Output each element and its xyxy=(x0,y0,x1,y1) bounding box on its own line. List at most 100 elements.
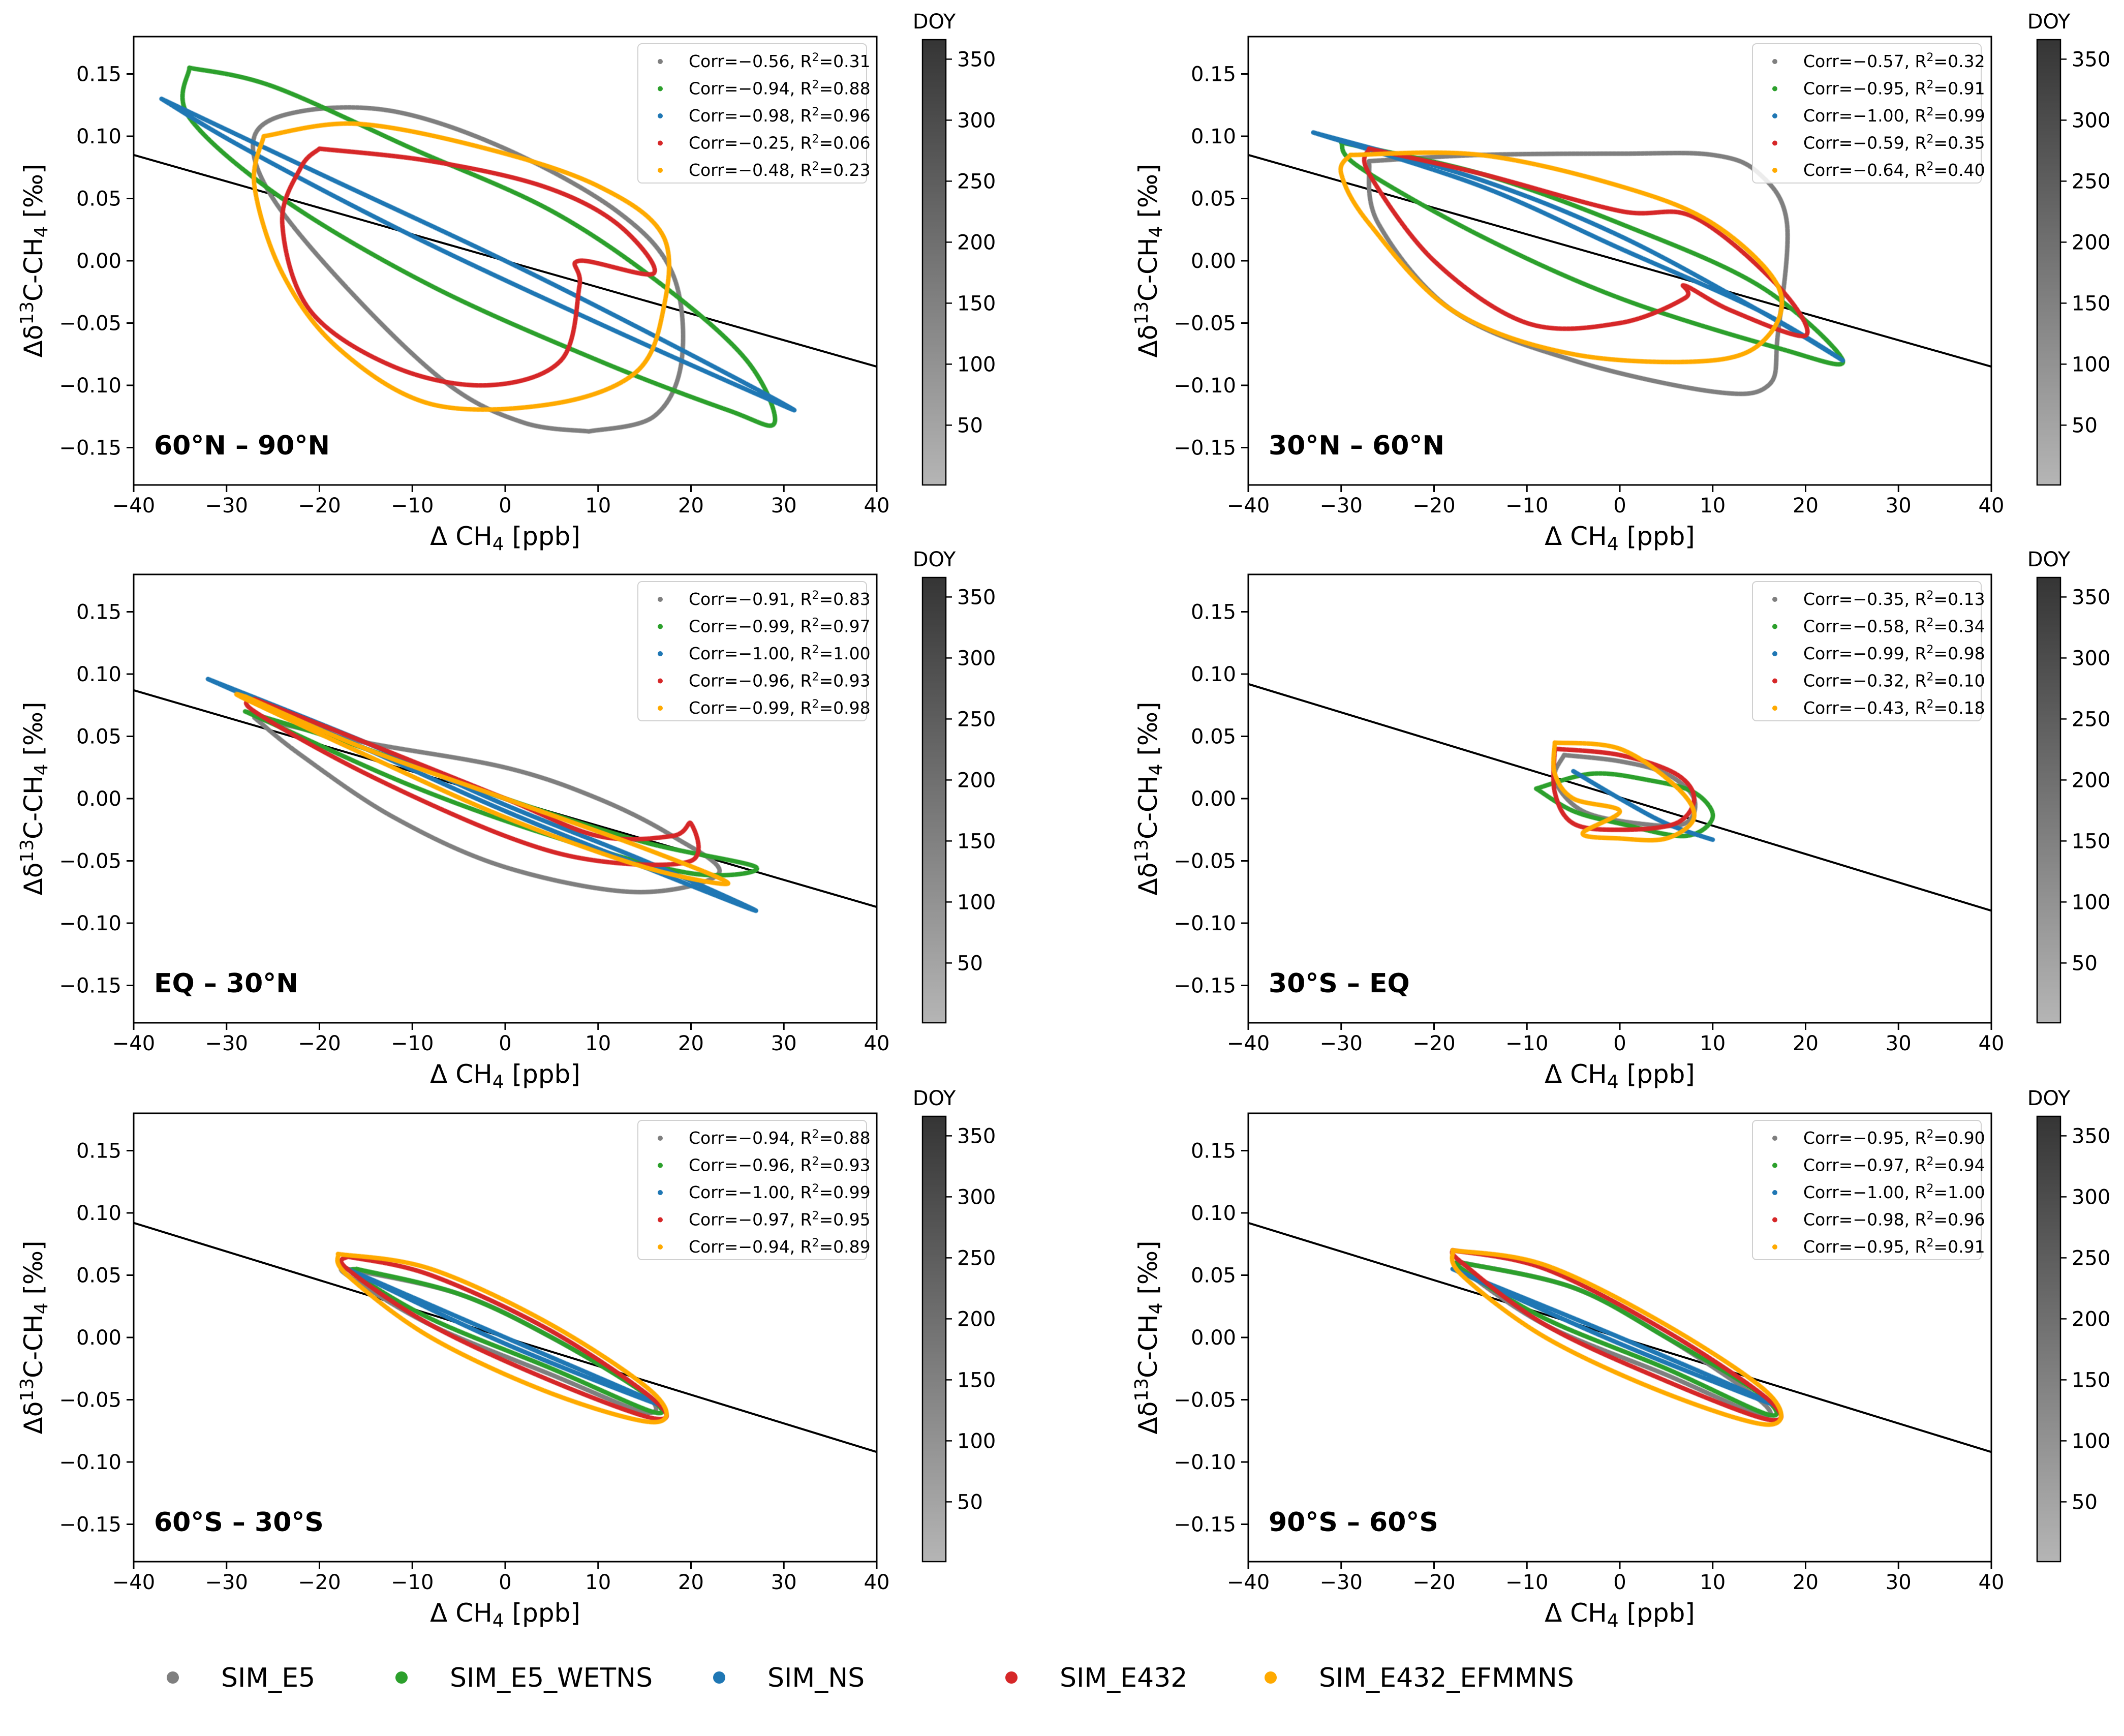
colorbar-gradient xyxy=(921,1115,947,1563)
legend-marker-sim-e5-wetns xyxy=(1772,86,1777,92)
x-tick-label: −20 xyxy=(1412,494,1455,517)
y-tick-label: 0.10 xyxy=(1191,1202,1236,1225)
x-axis-label: Δ CH4 [ppb] xyxy=(430,1059,580,1092)
y-tick-label: 0.00 xyxy=(76,787,121,811)
x-tick-label: −10 xyxy=(391,1032,434,1055)
x-tick-label: 30 xyxy=(1886,1571,1912,1594)
colorbar-tick-label: 150 xyxy=(2072,292,2110,315)
x-axis-label: Δ CH4 [ppb] xyxy=(430,1598,580,1631)
panel-1: −40 −30 −20 −10 0 10 20 30 40 −0.15 −0.10 −0.05 0.00… xyxy=(17,10,996,555)
x-tick-label: 40 xyxy=(1979,1571,2005,1594)
series-loop xyxy=(234,692,730,886)
panel-legend: Corr=−0.56, R2=0.31 Corr=−0.94, R2=0.88 Co… xyxy=(637,43,871,184)
series-loop xyxy=(180,66,777,428)
legend-item-sim-e432-efmmns: SIM_E432_EFMMNS xyxy=(1265,1663,1574,1693)
colorbar-tick-label: 350 xyxy=(957,1124,996,1148)
legend-entry-label: Corr=−0.35, R2=0.13 xyxy=(1803,589,1985,610)
series-loop xyxy=(339,1254,669,1421)
colorbar-tick-label: 250 xyxy=(2072,1246,2110,1270)
bottom-legend: SIM_E5 SIM_E5_WETNS SIM_NS SIM_E432 SIM_E432… xyxy=(167,1663,1574,1693)
legend-entry-label: Corr=−0.94, R2=0.89 xyxy=(689,1237,871,1257)
legend-marker-sim-e432-efmmns xyxy=(658,168,663,173)
colorbar-title: DOY xyxy=(2027,10,2071,34)
legend-marker-sim-ns xyxy=(658,651,663,656)
series-sim-e432 xyxy=(1551,746,1697,833)
colorbar: DOY 50 100 150 200 250 300 350 xyxy=(2027,1087,2110,1563)
y-tick-label: 0.05 xyxy=(76,188,121,211)
y-tick-label: 0.10 xyxy=(1191,125,1236,148)
colorbar-tick-label: 50 xyxy=(2072,952,2098,975)
legend-marker-sim-e5-wetns xyxy=(658,86,663,92)
x-tick-label: −30 xyxy=(1320,494,1363,517)
legend-item-sim-e5: SIM_E5 xyxy=(167,1663,315,1693)
x-axis-label: Δ CH4 [ppb] xyxy=(430,522,580,555)
panel-legend: Corr=−0.95, R2=0.90 Corr=−0.97, R2=0.94 Co… xyxy=(1752,1120,1985,1260)
colorbar-tick-label: 250 xyxy=(957,708,996,731)
x-tick-label: 20 xyxy=(678,1032,704,1055)
colorbar-tick-label: 100 xyxy=(957,353,996,376)
colorbar: DOY 50 100 150 200 250 300 350 xyxy=(913,548,996,1024)
legend-entry-label: Corr=−0.99, R2=0.98 xyxy=(1803,644,1985,664)
legend-marker-sim-e5 xyxy=(1772,1136,1777,1141)
legend-marker-sim-e432-efmmns xyxy=(658,706,663,711)
x-tick-label: −20 xyxy=(1412,1571,1455,1594)
colorbar-tick-label: 350 xyxy=(957,586,996,609)
panel-legend: Corr=−0.94, R2=0.88 Corr=−0.96, R2=0.93 Co… xyxy=(637,1120,871,1260)
colorbar-tick-label: 300 xyxy=(957,1185,996,1209)
legend-entry-label: Corr=−0.98, R2=0.96 xyxy=(689,106,871,126)
y-tick-label: 0.05 xyxy=(1191,725,1236,749)
legend-entry-label: Corr=−0.95, R2=0.91 xyxy=(1803,1237,1985,1257)
legend-entry-label: Corr=−0.95, R2=0.91 xyxy=(1803,78,1985,99)
colorbar-tick-label: 250 xyxy=(2072,170,2110,193)
legend-marker-sim-e5-wetns xyxy=(658,624,663,629)
y-tick-label: 0.05 xyxy=(1191,1264,1236,1288)
x-tick-label: −10 xyxy=(1505,1032,1548,1055)
x-tick-label: 0 xyxy=(499,1571,511,1594)
x-tick-label: 0 xyxy=(499,494,511,517)
y-tick-label: −0.15 xyxy=(1174,437,1236,460)
legend-item-sim-ns: SIM_NS xyxy=(713,1663,865,1693)
y-tick-label: −0.05 xyxy=(59,1389,121,1412)
x-tick-label: 10 xyxy=(585,1032,611,1055)
colorbar-tick-label: 100 xyxy=(957,891,996,914)
x-tick-label: 10 xyxy=(1700,494,1726,517)
x-tick-label: 0 xyxy=(1613,494,1626,517)
legend-marker xyxy=(1265,1671,1277,1684)
y-tick-label: −0.05 xyxy=(1174,312,1236,336)
legend-marker-sim-ns xyxy=(1772,1190,1777,1195)
plot-content xyxy=(1248,130,1991,397)
series-sim-e432-efmmns xyxy=(1449,1247,1784,1427)
y-axis-label: Δδ13C-CH4 [‰] xyxy=(17,702,52,896)
colorbar-tick-label: 50 xyxy=(2072,414,2098,437)
series-loop xyxy=(1311,130,1845,362)
legend-entry-label: Corr=−0.98, R2=0.96 xyxy=(1803,1209,1985,1230)
legend-label: SIM_E432 xyxy=(1060,1663,1187,1693)
colorbar-tick-label: 350 xyxy=(2072,48,2110,71)
panel-2: −40 −30 −20 −10 0 10 20 30 40 −0.15 −0.10 −0.05 0.00… xyxy=(1131,10,2110,555)
x-tick-label: 40 xyxy=(864,1571,890,1594)
legend-item-sim-e432: SIM_E432 xyxy=(1005,1663,1187,1693)
y-tick-label: −0.15 xyxy=(59,437,121,460)
plot-content xyxy=(134,1222,877,1453)
colorbar-title: DOY xyxy=(2027,1087,2071,1110)
colorbar-title: DOY xyxy=(913,10,956,34)
x-tick-label: −40 xyxy=(112,1571,155,1594)
colorbar-tick-label: 200 xyxy=(957,1307,996,1331)
x-tick-label: 20 xyxy=(678,1571,704,1594)
legend-entry-label: Corr=−0.97, R2=0.95 xyxy=(689,1209,871,1230)
series-sim-ns xyxy=(1310,130,1845,363)
panel-3: −40 −30 −20 −10 0 10 20 30 40 −0.15 −0.10 −0.05 0.00… xyxy=(17,548,996,1092)
legend-entry-label: Corr=−0.99, R2=0.97 xyxy=(689,616,871,636)
y-axis-label: Δδ13C-CH4 [‰] xyxy=(1131,702,1166,896)
x-tick-label: 20 xyxy=(1793,1032,1819,1055)
series-loop xyxy=(1338,150,1784,364)
legend-marker-sim-e432-efmmns xyxy=(658,1244,663,1250)
x-tick-label: 30 xyxy=(771,494,797,517)
x-tick-label: 10 xyxy=(585,1571,611,1594)
panel-legend: Corr=−0.91, R2=0.83 Corr=−0.99, R2=0.97 Co… xyxy=(637,581,871,721)
plot-content xyxy=(134,676,877,913)
y-tick-label: −0.15 xyxy=(59,974,121,998)
legend-marker-sim-ns xyxy=(1772,113,1777,118)
series-loop xyxy=(280,146,657,388)
x-tick-label: −40 xyxy=(1227,1571,1270,1594)
